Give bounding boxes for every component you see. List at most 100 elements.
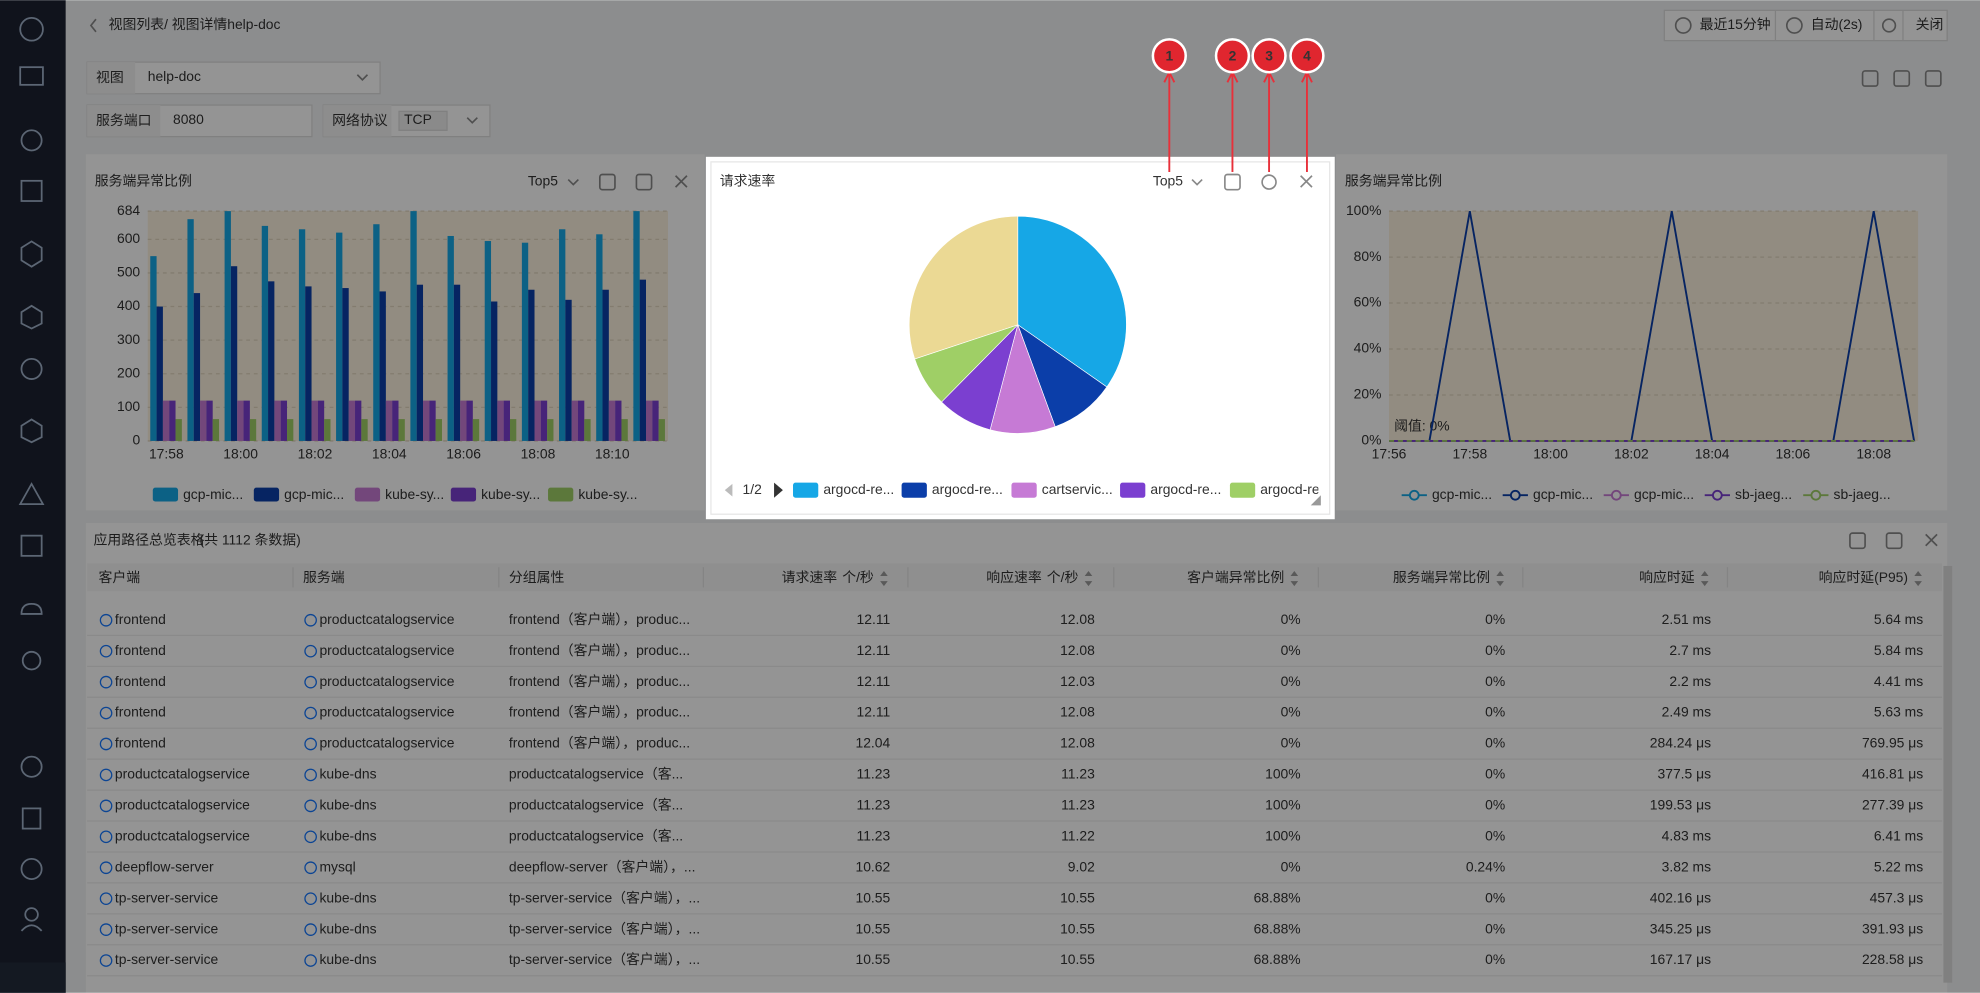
filter-value[interactable]: help-doc: [148, 68, 201, 84]
icon-button[interactable]: [1893, 70, 1911, 87]
legend-label[interactable]: sb-jaeg...: [1735, 486, 1792, 502]
breadcrumb-link[interactable]: 视图列表: [109, 16, 165, 32]
filter-label: 网络协议: [332, 112, 388, 128]
nav-icon[interactable]: [20, 304, 43, 330]
icon-button[interactable]: [1861, 70, 1879, 87]
column-header[interactable]: 请求速率: [782, 569, 838, 585]
pie-slice[interactable]: [1017, 215, 1127, 388]
column-header[interactable]: 服务端: [303, 569, 345, 585]
chevron[interactable]: [1191, 178, 1203, 186]
topn-select[interactable]: Top5: [528, 173, 558, 189]
chevron[interactable]: [466, 117, 478, 124]
nav-icon[interactable]: [21, 650, 42, 671]
column-header[interactable]: 客户端异常比例: [1187, 569, 1284, 585]
page-prev[interactable]: [724, 483, 733, 497]
legend-marker: [1711, 489, 1723, 501]
icon-button[interactable]: [1849, 532, 1866, 550]
legend-label[interactable]: gcp-mic...: [183, 486, 243, 502]
legend-label[interactable]: gcp-mic...: [1533, 486, 1593, 502]
column-header[interactable]: 响应时延: [1639, 569, 1695, 585]
sort-icon[interactable]: [1290, 571, 1299, 587]
legend-label[interactable]: kube-sy...: [578, 486, 637, 502]
nav-icon[interactable]: [24, 907, 39, 922]
close-icon[interactable]: [1300, 175, 1313, 188]
nav-icon[interactable]: [20, 924, 43, 932]
column-header[interactable]: 响应速率: [986, 569, 1042, 585]
sort-icon[interactable]: [880, 571, 888, 587]
icon-button[interactable]: [635, 173, 653, 191]
scrollbar[interactable]: [1943, 565, 1953, 983]
chevron[interactable]: [567, 178, 579, 186]
legend-swatch[interactable]: [354, 487, 381, 502]
nav-icon[interactable]: [20, 602, 43, 615]
icon-button[interactable]: [1224, 173, 1241, 191]
time-range[interactable]: 最近15分钟: [1700, 16, 1771, 32]
table-cell: 12.11: [857, 673, 891, 689]
close-button[interactable]: 关闭: [1916, 16, 1944, 32]
chevron[interactable]: [356, 74, 369, 81]
x-tick-label: 17:58: [1452, 446, 1487, 462]
legend-label[interactable]: kube-sy...: [481, 486, 540, 502]
column-header[interactable]: 服务端异常比例: [1393, 569, 1490, 585]
table-cell: 4.83 ms: [1662, 827, 1711, 843]
x-tick-label: 18:02: [1614, 446, 1649, 462]
legend-label[interactable]: cartservic...: [1042, 481, 1113, 497]
legend-label[interactable]: gcp-mic...: [1432, 486, 1492, 502]
legend-label[interactable]: gcp-mic...: [284, 486, 344, 502]
nav-icon[interactable]: [20, 858, 43, 880]
settings-icon[interactable]: [1261, 174, 1277, 190]
icon-button[interactable]: [1885, 532, 1903, 550]
legend-label[interactable]: argocd-re...: [823, 481, 894, 497]
legend-swatch[interactable]: [901, 482, 927, 498]
sort-icon[interactable]: [1084, 571, 1093, 587]
nav-icon[interactable]: [21, 807, 42, 830]
topn-select[interactable]: Top5: [1153, 173, 1183, 189]
nav-icon[interactable]: [20, 357, 43, 380]
filter-value[interactable]: 8080: [173, 111, 204, 127]
nav-icon[interactable]: [20, 418, 43, 444]
auto-refresh[interactable]: 自动(2s): [1811, 16, 1863, 32]
nav-icon[interactable]: [20, 179, 43, 202]
nav-icon[interactable]: [20, 240, 43, 268]
nav-icon[interactable]: [19, 66, 44, 86]
icon-button[interactable]: [598, 173, 616, 191]
nav-icon[interactable]: [18, 482, 45, 505]
column-header[interactable]: 客户端: [98, 569, 140, 585]
reload-icon[interactable]: [1881, 18, 1897, 33]
legend-swatch[interactable]: [152, 487, 179, 502]
close-icon[interactable]: [1925, 533, 1938, 547]
legend-swatch[interactable]: [450, 487, 477, 502]
legend-swatch[interactable]: [1229, 482, 1256, 498]
filter-box[interactable]: [86, 61, 381, 95]
column-header[interactable]: 分组属性: [509, 569, 565, 585]
column-header[interactable]: 响应时延(P95): [1819, 569, 1908, 585]
sort-icon[interactable]: [1700, 571, 1709, 587]
legend-label[interactable]: gcp-mic...: [1634, 486, 1694, 502]
nav-icon[interactable]: [20, 534, 43, 557]
filter-value[interactable]: TCP: [404, 111, 432, 127]
legend-swatch[interactable]: [253, 487, 280, 502]
legend-swatch[interactable]: [548, 487, 574, 502]
legend-label[interactable]: kube-sy...: [385, 486, 444, 502]
table-cell: 100%: [1265, 797, 1300, 813]
legend-swatch[interactable]: [1120, 482, 1146, 498]
legend-swatch[interactable]: [793, 482, 819, 498]
pie-slice[interactable]: [908, 215, 1019, 360]
legend-swatch[interactable]: [1011, 482, 1037, 498]
nav-icon[interactable]: [20, 129, 43, 152]
legend-label[interactable]: sb-jaeg...: [1834, 486, 1891, 502]
legend-label[interactable]: argocd-re...: [1260, 481, 1331, 497]
page-next[interactable]: [774, 482, 783, 498]
close-icon[interactable]: [674, 175, 688, 188]
sort-icon[interactable]: [1914, 571, 1922, 587]
icon-button[interactable]: [1924, 70, 1942, 87]
nav-icon[interactable]: [20, 755, 43, 778]
bar: [423, 400, 430, 441]
sort-icon[interactable]: [1496, 571, 1504, 587]
legend-label[interactable]: argocd-re...: [1150, 481, 1221, 497]
logo[interactable]: [19, 17, 44, 42]
table-cell: 10.55: [1060, 889, 1095, 905]
legend-label[interactable]: argocd-re...: [932, 481, 1003, 497]
back-arrow[interactable]: [89, 18, 97, 33]
bar: [547, 419, 554, 441]
